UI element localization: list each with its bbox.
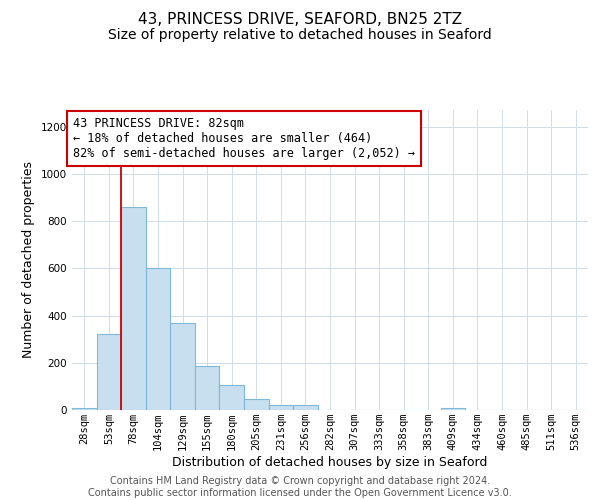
Bar bbox=[195, 366, 220, 410]
Bar bbox=[121, 207, 146, 410]
X-axis label: Distribution of detached houses by size in Seaford: Distribution of detached houses by size … bbox=[172, 456, 488, 469]
Text: 43 PRINCESS DRIVE: 82sqm
← 18% of detached houses are smaller (464)
82% of semi-: 43 PRINCESS DRIVE: 82sqm ← 18% of detach… bbox=[73, 117, 415, 160]
Y-axis label: Number of detached properties: Number of detached properties bbox=[22, 162, 35, 358]
Bar bbox=[269, 406, 293, 410]
Text: Size of property relative to detached houses in Seaford: Size of property relative to detached ho… bbox=[108, 28, 492, 42]
Bar bbox=[72, 408, 97, 410]
Text: Contains HM Land Registry data © Crown copyright and database right 2024.
Contai: Contains HM Land Registry data © Crown c… bbox=[88, 476, 512, 498]
Text: 43, PRINCESS DRIVE, SEAFORD, BN25 2TZ: 43, PRINCESS DRIVE, SEAFORD, BN25 2TZ bbox=[138, 12, 462, 28]
Bar bbox=[244, 400, 269, 410]
Bar bbox=[220, 385, 244, 410]
Bar bbox=[293, 406, 318, 410]
Bar bbox=[97, 334, 121, 410]
Bar bbox=[146, 268, 170, 410]
Bar bbox=[170, 322, 195, 410]
Bar bbox=[440, 408, 465, 410]
